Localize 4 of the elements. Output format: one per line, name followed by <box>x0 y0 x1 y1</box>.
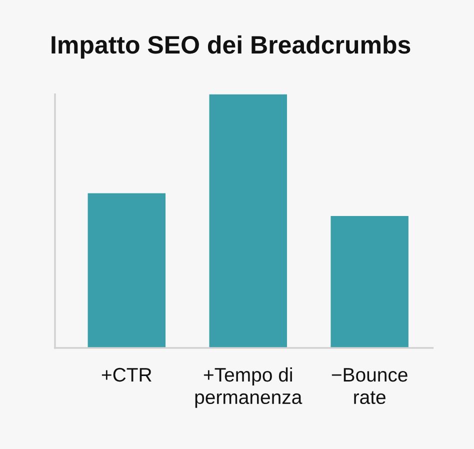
x-tick-label: +Tempo di permanenza <box>195 367 302 408</box>
x-tick-label: −Bounce rate <box>332 368 408 404</box>
x-tick-label: +CTR <box>102 368 152 382</box>
chart-title: Impatto SEO dei Breadcrumbs <box>52 35 410 59</box>
